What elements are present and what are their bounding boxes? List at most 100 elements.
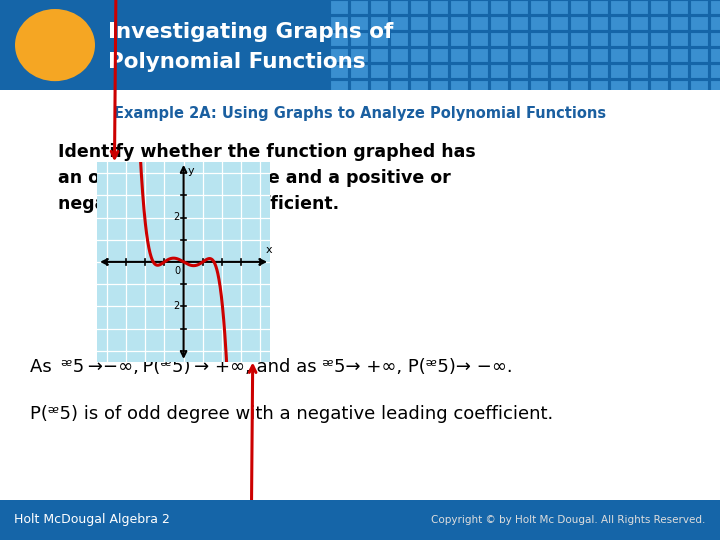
Bar [630, 32, 648, 46]
Bar [490, 16, 508, 30]
Text: 0: 0 [174, 266, 181, 276]
Bar [450, 48, 468, 62]
Bar [710, 48, 720, 62]
Bar [590, 48, 608, 62]
Bar [610, 48, 628, 62]
Bar [470, 0, 488, 14]
Bar [670, 32, 688, 46]
Bar [330, 80, 348, 94]
Bar [510, 16, 528, 30]
Bar [450, 80, 468, 94]
Bar [710, 0, 720, 14]
Bar [330, 16, 348, 30]
Bar [350, 0, 368, 14]
Bar [650, 16, 668, 30]
Bar [650, 0, 668, 14]
Bar [610, 80, 628, 94]
Bar [590, 32, 608, 46]
Bar [610, 32, 628, 46]
Bar [330, 32, 348, 46]
Bar [490, 80, 508, 94]
Bar [490, 48, 508, 62]
Bar [550, 32, 568, 46]
Bar [490, 32, 508, 46]
Bar [530, 64, 548, 78]
Text: negative leading coefficient.: negative leading coefficient. [58, 195, 339, 213]
Bar [530, 32, 548, 46]
Bar [550, 64, 568, 78]
Bar [490, 0, 508, 14]
Bar [630, 16, 648, 30]
Bar [330, 64, 348, 78]
Bar [330, 0, 348, 14]
Bar [570, 32, 588, 46]
Bar [690, 80, 708, 94]
Bar [510, 64, 528, 78]
Text: P(ᵆ5) is of odd degree with a negative leading coefficient.: P(ᵆ5) is of odd degree with a negative l… [30, 405, 553, 423]
Bar [370, 16, 388, 30]
Bar [630, 48, 648, 62]
Bar [670, 64, 688, 78]
Bar [390, 16, 408, 30]
Text: Polynomial Functions: Polynomial Functions [108, 52, 366, 72]
Bar [550, 80, 568, 94]
Bar [510, 48, 528, 62]
Text: 2: 2 [174, 301, 180, 311]
Bar [530, 0, 548, 14]
Bar [450, 16, 468, 30]
Bar [430, 16, 448, 30]
Bar [430, 32, 448, 46]
Bar [330, 48, 348, 62]
Bar [350, 16, 368, 30]
Bar [410, 48, 428, 62]
Bar [630, 80, 648, 94]
Bar [690, 16, 708, 30]
Bar [390, 64, 408, 78]
Bar [610, 16, 628, 30]
Bar [450, 64, 468, 78]
Bar [410, 0, 428, 14]
Bar [690, 0, 708, 14]
Bar [630, 64, 648, 78]
Bar [390, 32, 408, 46]
Ellipse shape [15, 9, 95, 81]
Bar [430, 64, 448, 78]
Bar [510, 80, 528, 94]
Bar [530, 16, 548, 30]
Text: As  ᵆ5 →−∞, P(ᵆ5) → +∞, and as ᵆ5→ +∞, P(ᵆ5)→ −∞.: As ᵆ5 →−∞, P(ᵆ5) → +∞, and as ᵆ5→ +∞, P(… [30, 358, 513, 376]
Bar [350, 32, 368, 46]
Text: an odd or even degree and a positive or: an odd or even degree and a positive or [58, 169, 451, 187]
Bar [610, 0, 628, 14]
Bar [410, 80, 428, 94]
Bar [390, 0, 408, 14]
Bar [550, 16, 568, 30]
Bar [370, 80, 388, 94]
Bar [470, 32, 488, 46]
Bar [470, 16, 488, 30]
Text: 2: 2 [174, 213, 180, 222]
Bar [670, 16, 688, 30]
Bar [370, 64, 388, 78]
Bar [550, 0, 568, 14]
Bar [650, 80, 668, 94]
Bar [590, 16, 608, 30]
Text: Holt McDougal Algebra 2: Holt McDougal Algebra 2 [14, 513, 170, 526]
Bar [510, 0, 528, 14]
Bar [570, 80, 588, 94]
Bar [610, 64, 628, 78]
Text: Copyright © by Holt Mc Dougal. All Rights Reserved.: Copyright © by Holt Mc Dougal. All Right… [431, 515, 706, 525]
Bar [390, 48, 408, 62]
Bar [350, 80, 368, 94]
Bar [450, 0, 468, 14]
Bar [370, 0, 388, 14]
Bar [590, 64, 608, 78]
Bar [490, 64, 508, 78]
Bar [470, 64, 488, 78]
Bar [450, 32, 468, 46]
Bar [530, 80, 548, 94]
Bar [370, 32, 388, 46]
Bar [430, 0, 448, 14]
Bar [690, 48, 708, 62]
Bar [350, 48, 368, 62]
Text: Example 2A: Using Graphs to Analyze Polynomial Functions: Example 2A: Using Graphs to Analyze Poly… [114, 106, 606, 121]
